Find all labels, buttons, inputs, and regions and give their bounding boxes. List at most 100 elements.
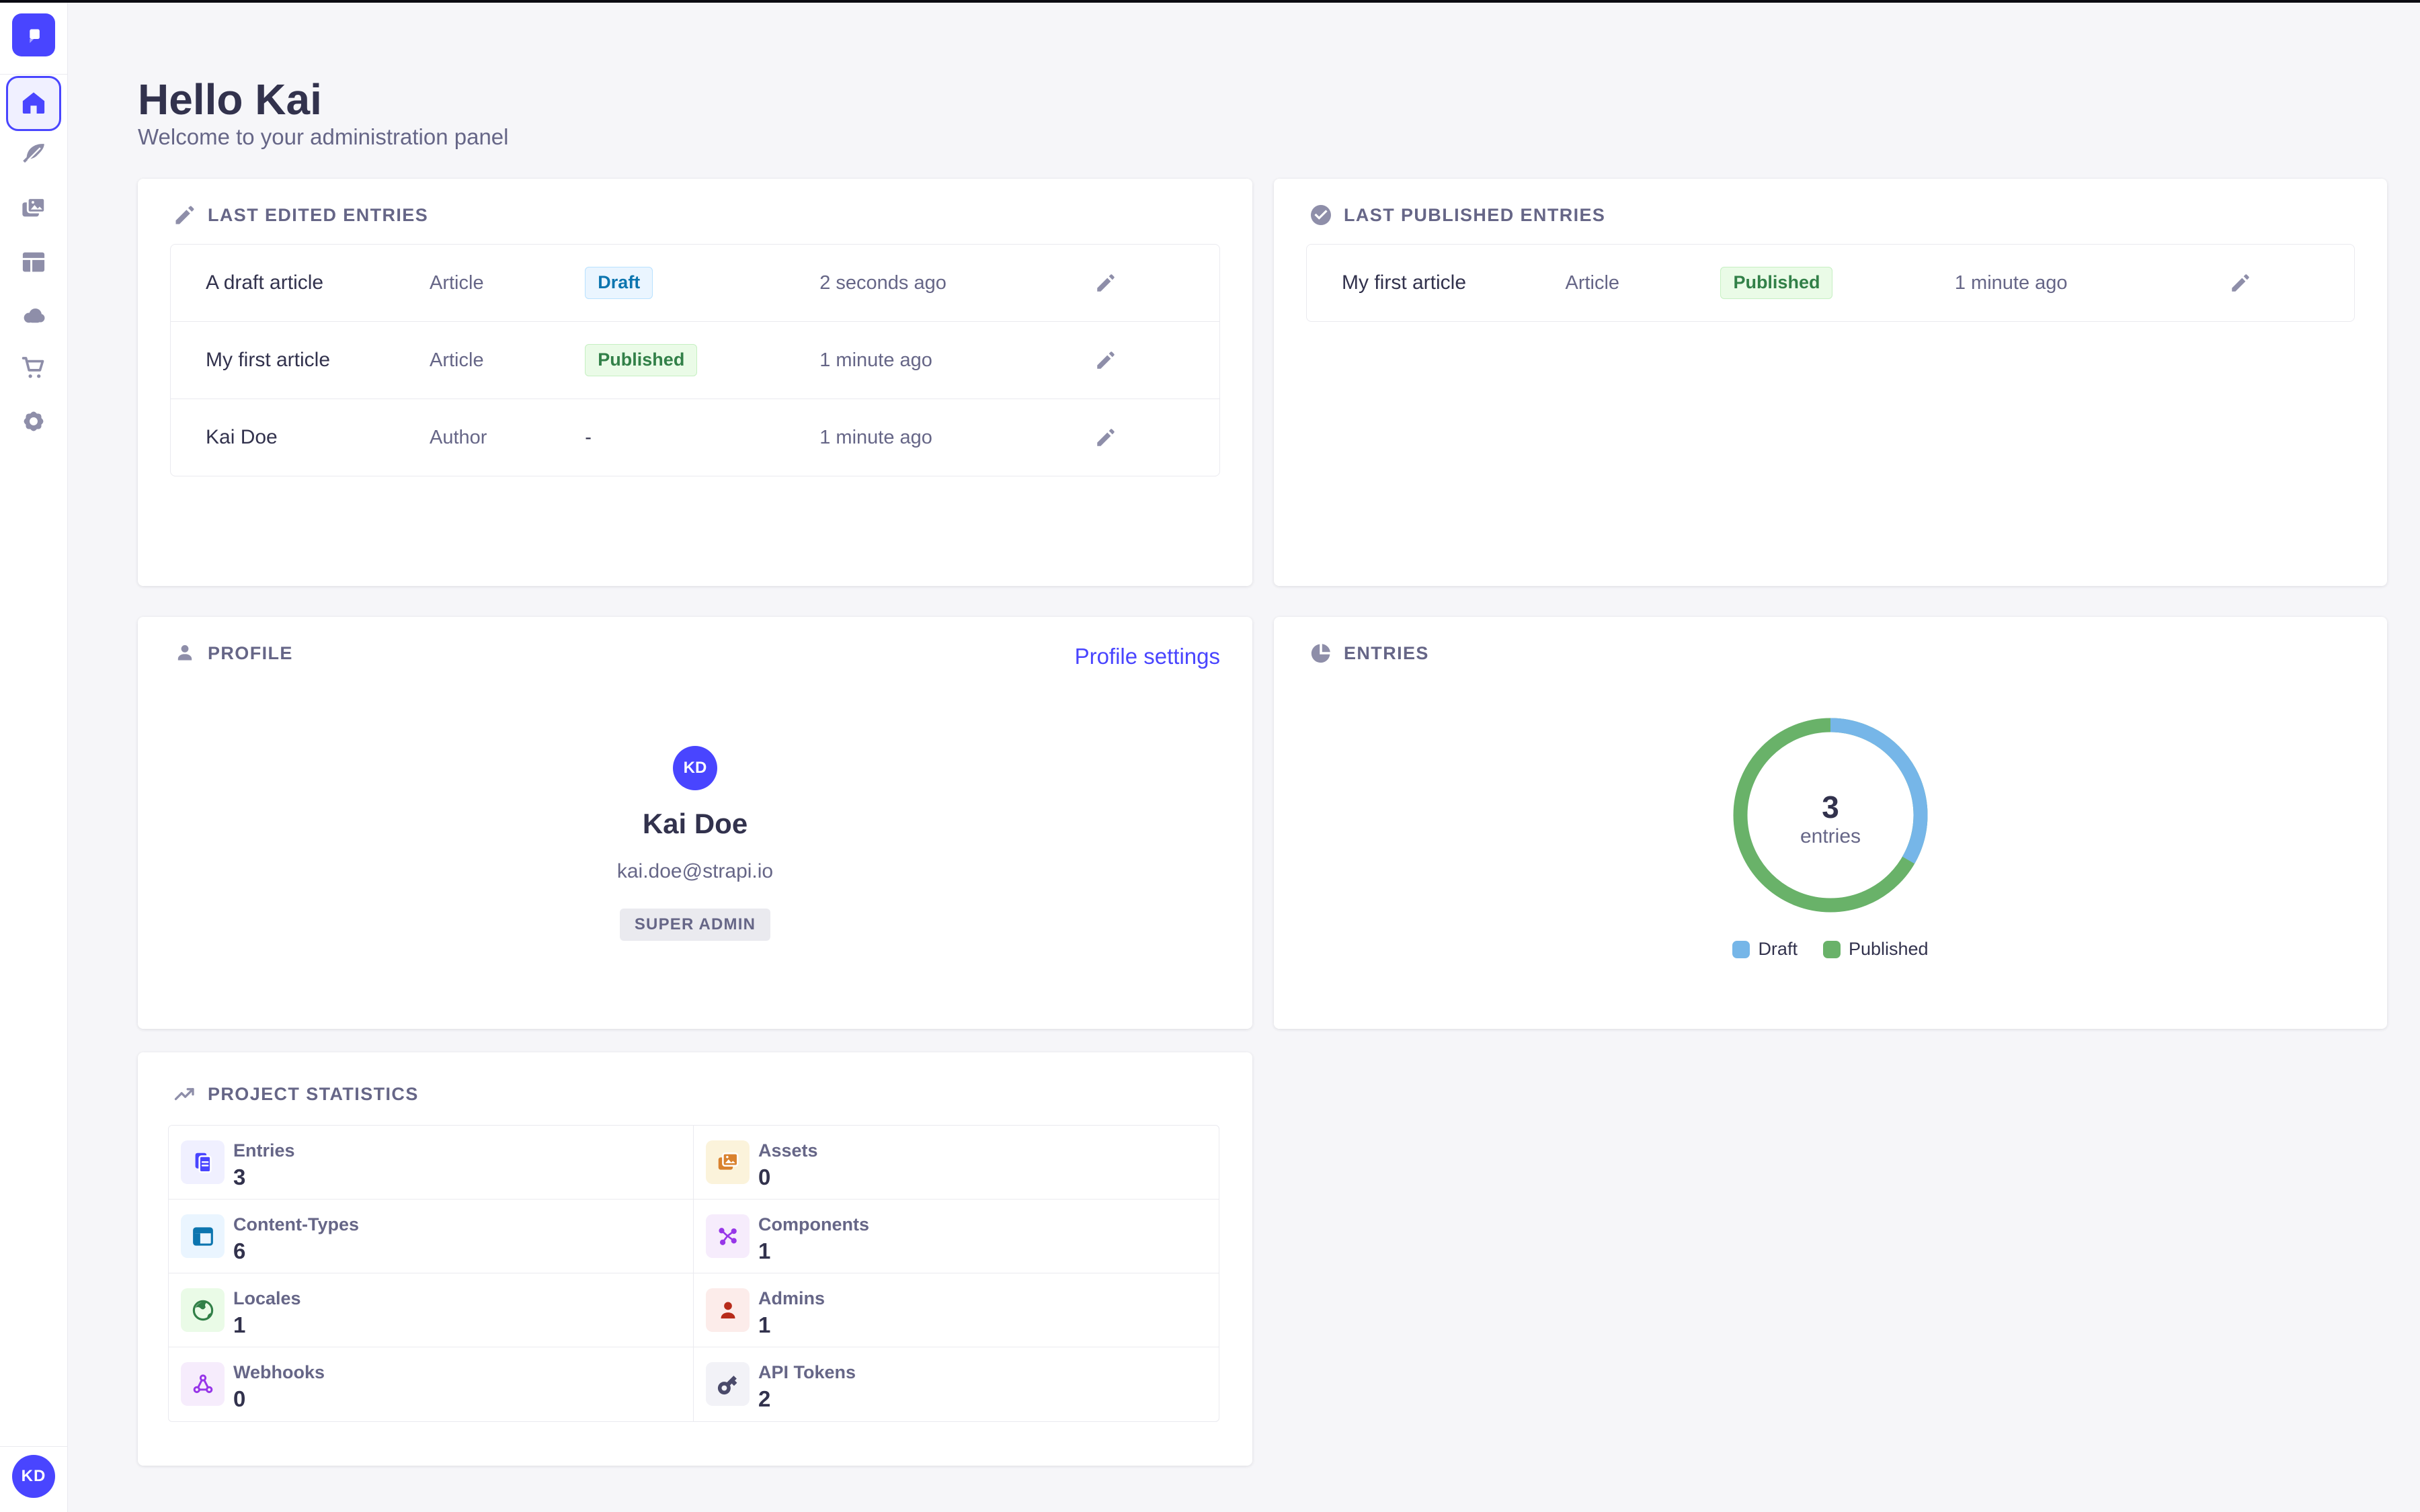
edit-entry-button[interactable] xyxy=(1094,349,1117,372)
profile-name: Kai Doe xyxy=(642,808,748,839)
table-row[interactable]: My first article Article Published 1 min… xyxy=(171,322,1219,399)
status-badge: Draft xyxy=(585,267,653,299)
cart-icon xyxy=(22,357,44,378)
stat-label: Webhooks xyxy=(233,1362,325,1382)
cloud-icon xyxy=(24,308,45,323)
sidebar-item-content-manager[interactable] xyxy=(19,140,48,169)
stat-label: Content-Types xyxy=(233,1214,359,1234)
user-icon xyxy=(177,645,192,661)
stat-tile-webhooks: Webhooks 0 xyxy=(169,1347,694,1421)
strapi-logo-icon xyxy=(30,29,40,44)
last-edited-entries-card: LAST EDITED ENTRIES A draft article Arti… xyxy=(138,179,1252,586)
documents-icon xyxy=(181,1140,225,1184)
layout-icon xyxy=(181,1214,225,1258)
legend-label: Published xyxy=(1848,939,1929,959)
entries-donut-chart xyxy=(1733,718,1928,913)
profile-settings-link[interactable]: Profile settings xyxy=(1074,644,1220,669)
stat-value: 1 xyxy=(758,1312,771,1337)
sidebar-item-cloud[interactable] xyxy=(19,300,48,329)
sidebar-item-content-type-builder[interactable] xyxy=(19,248,48,276)
page-subtitle: Welcome to your administration panel xyxy=(138,124,509,149)
globe-icon xyxy=(181,1288,225,1332)
stat-value: 1 xyxy=(233,1312,246,1337)
legend-label: Draft xyxy=(1758,939,1798,959)
edit-entry-button[interactable] xyxy=(1094,271,1117,294)
status-empty: - xyxy=(585,426,592,448)
stat-value: 0 xyxy=(758,1165,771,1189)
stat-tile-api-tokens: API Tokens 2 xyxy=(694,1347,1219,1421)
key-icon xyxy=(706,1362,750,1406)
stat-value: 2 xyxy=(758,1386,771,1411)
stat-label: Admins xyxy=(758,1288,825,1308)
entries-donut-arc xyxy=(1733,718,1928,913)
card-header: LAST PUBLISHED ENTRIES xyxy=(1309,202,1605,228)
card-header: PROFILE xyxy=(173,640,293,667)
sidebar: KD xyxy=(0,0,68,1512)
card-title: PROFILE xyxy=(208,642,293,663)
gear-icon xyxy=(24,411,44,431)
table-row[interactable]: My first article Article Published 1 min… xyxy=(1307,245,2354,321)
layout-builder-icon xyxy=(22,252,45,272)
pencil-icon xyxy=(2232,274,2249,292)
sidebar-item-media-library[interactable] xyxy=(19,194,48,222)
sidebar-item-settings[interactable] xyxy=(19,407,48,435)
card-header: LAST EDITED ENTRIES xyxy=(173,202,428,228)
stat-tile-admins: Admins 1 xyxy=(694,1273,1219,1347)
stats-grid: Entries 3 Assets 0 Content-Types 6 Compo… xyxy=(168,1125,1219,1422)
card-title: LAST PUBLISHED ENTRIES xyxy=(1344,204,1606,225)
entry-type: Article xyxy=(430,349,484,371)
stat-label: Components xyxy=(758,1214,869,1234)
sidebar-divider-top xyxy=(0,74,67,75)
card-header: PROJECT STATISTICS xyxy=(173,1081,419,1107)
edit-entry-button[interactable] xyxy=(1094,426,1117,449)
pencil-icon xyxy=(1097,274,1115,292)
entry-name: My first article xyxy=(206,349,331,371)
draft-swatch xyxy=(1732,940,1750,958)
entry-time: 1 minute ago xyxy=(819,426,932,448)
entry-name: A draft article xyxy=(206,271,324,294)
stat-tile-content-types: Content-Types 6 xyxy=(169,1200,694,1273)
pencil-icon xyxy=(1097,429,1115,446)
stat-tile-components: Components 1 xyxy=(694,1200,1219,1273)
stat-tile-locales: Locales 1 xyxy=(169,1273,694,1347)
table-row[interactable]: Kai Doe Author - 1 minute ago xyxy=(171,399,1219,476)
role-badge: SUPER ADMIN xyxy=(619,909,771,941)
table-row[interactable]: A draft article Article Draft 2 seconds … xyxy=(171,245,1219,322)
stat-value: 6 xyxy=(233,1238,246,1263)
trending-up-icon xyxy=(174,1088,194,1101)
page-title: Hello Kai xyxy=(138,75,322,124)
pencil-icon xyxy=(175,206,194,224)
chart-legend: Draft Published xyxy=(1274,939,2387,960)
card-title: ENTRIES xyxy=(1344,642,1429,663)
last-published-entries-card: LAST PUBLISHED ENTRIES My first article … xyxy=(1274,179,2387,586)
media-library-icon xyxy=(22,197,46,217)
admin-user-icon xyxy=(706,1288,750,1332)
stat-value: 1 xyxy=(758,1238,771,1263)
pie-chart-icon xyxy=(1311,644,1330,663)
entries-count: 3 xyxy=(1822,790,1839,825)
stat-tile-assets: Assets 0 xyxy=(694,1126,1219,1200)
entry-time: 1 minute ago xyxy=(1954,271,2068,294)
sidebar-item-marketplace[interactable] xyxy=(19,353,48,382)
entries-table: My first article Article Published 1 min… xyxy=(1306,244,2355,322)
profile-avatar: KD xyxy=(673,746,717,790)
stat-value: 0 xyxy=(233,1386,246,1411)
entry-name: Kai Doe xyxy=(206,426,278,448)
strapi-logo[interactable] xyxy=(12,13,55,56)
edit-entry-button[interactable] xyxy=(2229,271,2252,294)
published-swatch xyxy=(1822,940,1841,958)
entry-type: Author xyxy=(430,426,487,448)
profile-card: PROFILE Profile settings KD Kai Doe kai.… xyxy=(138,617,1252,1029)
sidebar-item-home[interactable] xyxy=(6,76,61,131)
sidebar-user-avatar[interactable]: KD xyxy=(12,1455,55,1498)
card-title: LAST EDITED ENTRIES xyxy=(208,204,429,225)
entry-name: My first article xyxy=(1342,271,1467,294)
entry-type: Article xyxy=(430,271,484,294)
window-top-border xyxy=(0,0,2420,3)
profile-email: kai.doe@strapi.io xyxy=(616,860,774,882)
check-circle-icon xyxy=(1311,205,1331,225)
entry-type: Article xyxy=(1565,271,1620,294)
card-header: ENTRIES xyxy=(1309,640,1429,667)
card-title: PROJECT STATISTICS xyxy=(208,1083,419,1104)
legend-item-published: Published xyxy=(1822,939,1929,960)
